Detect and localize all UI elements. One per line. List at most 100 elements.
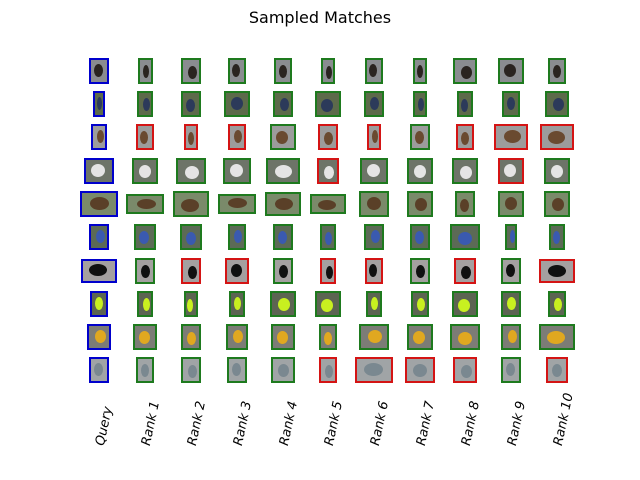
match-thumbnail-correct bbox=[273, 258, 293, 284]
thumbnail-image bbox=[503, 293, 519, 315]
thumbnail-subject bbox=[186, 99, 195, 112]
thumbnail-subject bbox=[277, 331, 288, 344]
thumbnail-image bbox=[503, 260, 519, 282]
thumbnail-subject bbox=[370, 97, 379, 110]
thumbnail-subject bbox=[321, 99, 333, 112]
thumbnail-subject bbox=[181, 199, 199, 212]
match-thumbnail-incorrect bbox=[320, 258, 336, 284]
thumbnail-subject bbox=[417, 298, 425, 311]
match-thumbnail-correct bbox=[133, 324, 157, 350]
thumbnail-subject bbox=[232, 64, 240, 77]
thumbnail-image bbox=[357, 359, 391, 381]
thumbnail-subject bbox=[504, 130, 521, 143]
thumbnail-subject bbox=[413, 364, 427, 377]
column-label: Rank 1 bbox=[134, 388, 163, 448]
thumbnail-image bbox=[138, 359, 152, 381]
match-thumbnail-correct bbox=[359, 324, 389, 350]
match-thumbnail-incorrect bbox=[317, 158, 339, 184]
thumbnail-subject bbox=[94, 64, 103, 77]
match-thumbnail-correct bbox=[453, 58, 477, 84]
thumbnail-subject bbox=[458, 332, 472, 345]
column-label: Rank 6 bbox=[363, 388, 392, 448]
thumbnail-image bbox=[186, 293, 196, 315]
thumbnail-image bbox=[83, 261, 115, 281]
thumbnail-image bbox=[92, 293, 106, 315]
thumbnail-subject bbox=[553, 231, 560, 244]
thumbnail-image bbox=[548, 359, 566, 381]
match-thumbnail-correct bbox=[498, 191, 524, 217]
match-thumbnail-correct bbox=[411, 291, 429, 317]
match-thumbnail-incorrect bbox=[546, 357, 568, 383]
thumbnail-image bbox=[229, 359, 245, 381]
thumbnail-subject bbox=[95, 330, 106, 343]
column-label: Rank 8 bbox=[454, 388, 483, 448]
thumbnail-image bbox=[500, 193, 522, 215]
thumbnail-image bbox=[455, 60, 475, 82]
thumbnail-subject bbox=[231, 264, 242, 277]
thumbnail-subject bbox=[230, 164, 243, 177]
thumbnail-subject bbox=[415, 231, 424, 244]
thumbnail-subject bbox=[234, 130, 242, 143]
thumbnail-subject bbox=[188, 266, 197, 279]
thumbnail-subject bbox=[461, 66, 472, 79]
match-thumbnail-correct bbox=[136, 357, 154, 383]
match-thumbnail-incorrect bbox=[405, 357, 435, 383]
thumbnail-image bbox=[409, 193, 431, 215]
thumbnail-image bbox=[276, 60, 290, 82]
thumbnail-image bbox=[230, 60, 244, 82]
thumbnail-subject bbox=[275, 198, 293, 210]
match-thumbnail-query bbox=[90, 291, 108, 317]
match-thumbnail-query bbox=[93, 91, 105, 117]
match-thumbnail-correct bbox=[548, 58, 566, 84]
thumbnail-image bbox=[95, 93, 103, 115]
thumbnail-image bbox=[320, 126, 336, 148]
thumbnail-subject bbox=[415, 198, 427, 211]
match-thumbnail-correct bbox=[457, 91, 473, 117]
thumbnail-image bbox=[175, 193, 207, 215]
match-thumbnail-correct bbox=[549, 224, 565, 250]
column-label: Rank 10 bbox=[546, 388, 577, 448]
match-thumbnail-correct bbox=[274, 58, 292, 84]
thumbnail-subject bbox=[371, 297, 378, 310]
thumbnail-image bbox=[412, 260, 428, 282]
thumbnail-image bbox=[275, 93, 291, 115]
thumbnail-image bbox=[369, 126, 379, 148]
match-thumbnail-incorrect bbox=[365, 258, 383, 284]
thumbnail-subject bbox=[418, 98, 424, 111]
match-thumbnail-correct bbox=[359, 191, 389, 217]
match-thumbnail-correct bbox=[407, 158, 433, 184]
thumbnail-image bbox=[182, 226, 200, 248]
match-thumbnail-correct bbox=[137, 58, 153, 84]
thumbnail-image bbox=[550, 293, 564, 315]
match-thumbnail-correct bbox=[501, 291, 521, 317]
thumbnail-subject bbox=[506, 363, 515, 376]
thumbnail-subject bbox=[233, 330, 243, 343]
thumbnail-image bbox=[273, 326, 293, 348]
thumbnail-image bbox=[91, 60, 107, 82]
match-thumbnail-correct bbox=[218, 194, 256, 214]
match-thumbnail-correct bbox=[134, 224, 156, 250]
match-thumbnail-incorrect bbox=[498, 158, 524, 184]
thumbnail-subject bbox=[461, 365, 472, 378]
thumbnail-subject bbox=[228, 198, 247, 208]
thumbnail-image bbox=[454, 160, 476, 182]
match-thumbnail-correct bbox=[410, 124, 430, 150]
match-thumbnail-query bbox=[80, 191, 118, 217]
thumbnail-subject bbox=[553, 65, 561, 78]
thumbnail-image bbox=[322, 226, 334, 248]
thumbnail-image bbox=[367, 260, 381, 282]
match-thumbnail-correct bbox=[132, 158, 158, 184]
match-thumbnail-correct bbox=[181, 91, 201, 117]
match-thumbnail-incorrect bbox=[453, 357, 477, 383]
match-thumbnail-query bbox=[81, 259, 117, 283]
thumbnail-image bbox=[321, 326, 335, 348]
thumbnail-subject bbox=[325, 365, 333, 378]
match-thumbnail-correct bbox=[137, 291, 153, 317]
match-thumbnail-correct bbox=[181, 58, 201, 84]
thumbnail-image bbox=[361, 326, 387, 348]
thumbnail-subject bbox=[139, 331, 150, 344]
match-thumbnail-correct bbox=[544, 191, 570, 217]
thumbnail-subject bbox=[90, 197, 109, 210]
thumbnail-subject bbox=[368, 330, 382, 343]
match-thumbnail-correct bbox=[224, 91, 250, 117]
